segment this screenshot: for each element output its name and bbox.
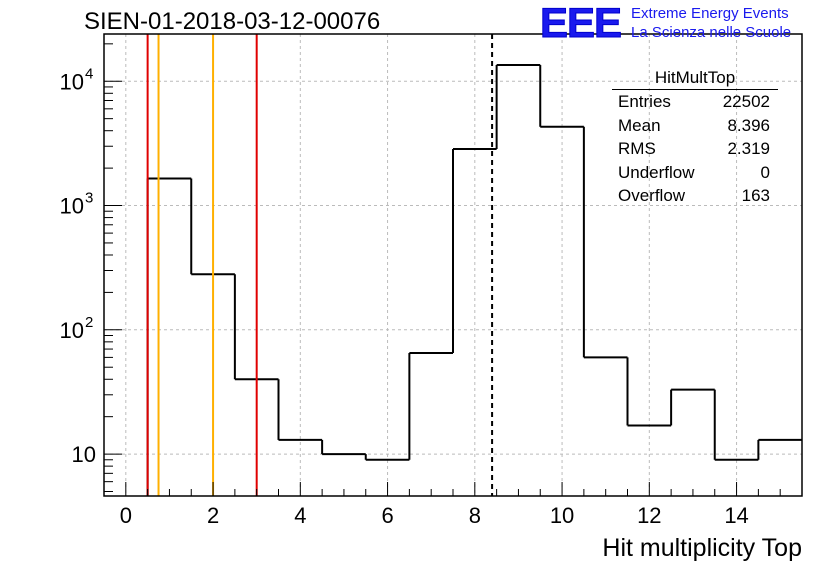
- stats-value: 0: [760, 162, 770, 182]
- stats-row-entries: Entries 22502: [612, 92, 778, 116]
- logo-line-1: Extreme Energy Events: [631, 5, 789, 22]
- x-tick-label: 10: [550, 503, 574, 528]
- y-tick-label: 10: [60, 69, 84, 94]
- stats-label: RMS: [618, 139, 656, 158]
- x-tick-label: 0: [120, 503, 132, 528]
- y-tick-label: 10: [60, 318, 84, 343]
- logo-text: Extreme Energy Events La Scienza nelle S…: [631, 4, 791, 42]
- logo-mark: EEE: [539, 0, 622, 46]
- x-tick-label: 4: [294, 503, 306, 528]
- stats-value: 22502: [722, 92, 770, 111]
- stats-row-mean: Mean 8.396: [612, 116, 778, 140]
- y-tick-label: 10: [60, 194, 84, 219]
- eee-logo: EEE Extreme Energy Events La Scienza nel…: [539, 0, 791, 46]
- logo-line-2: La Scienza nelle Scuole: [631, 24, 792, 41]
- stats-label: Mean: [618, 115, 661, 135]
- x-tick-label: 6: [381, 503, 393, 528]
- y-tick-exponent: 3: [85, 190, 93, 207]
- stats-box: HitMultTop Entries 22502 Mean 8.396 RMS …: [612, 68, 778, 210]
- x-tick-label: 12: [637, 503, 661, 528]
- stats-row-rms: RMS 2.319: [612, 139, 778, 163]
- y-tick-exponent: 2: [85, 314, 93, 331]
- chart-title: SIEN-01-2018-03-12-00076: [84, 8, 381, 35]
- stats-label: Overflow: [618, 186, 686, 205]
- x-tick-label: 8: [469, 503, 481, 528]
- stats-row-underflow: Underflow 0: [612, 163, 778, 187]
- stats-label: Underflow: [618, 162, 695, 182]
- stats-value: 8.396: [727, 115, 770, 135]
- stats-title: HitMultTop: [612, 68, 778, 90]
- stats-row-overflow: Overflow 163: [612, 186, 778, 210]
- stats-label: Entries: [618, 92, 671, 111]
- y-tick-exponent: 4: [85, 65, 93, 82]
- stats-value: 2.319: [727, 139, 770, 158]
- x-tick-label: 14: [724, 503, 748, 528]
- y-tick-label: 10: [72, 442, 96, 467]
- x-axis-label: Hit multiplicity Top: [602, 534, 802, 562]
- stats-value: 163: [741, 186, 770, 205]
- x-tick-label: 2: [207, 503, 219, 528]
